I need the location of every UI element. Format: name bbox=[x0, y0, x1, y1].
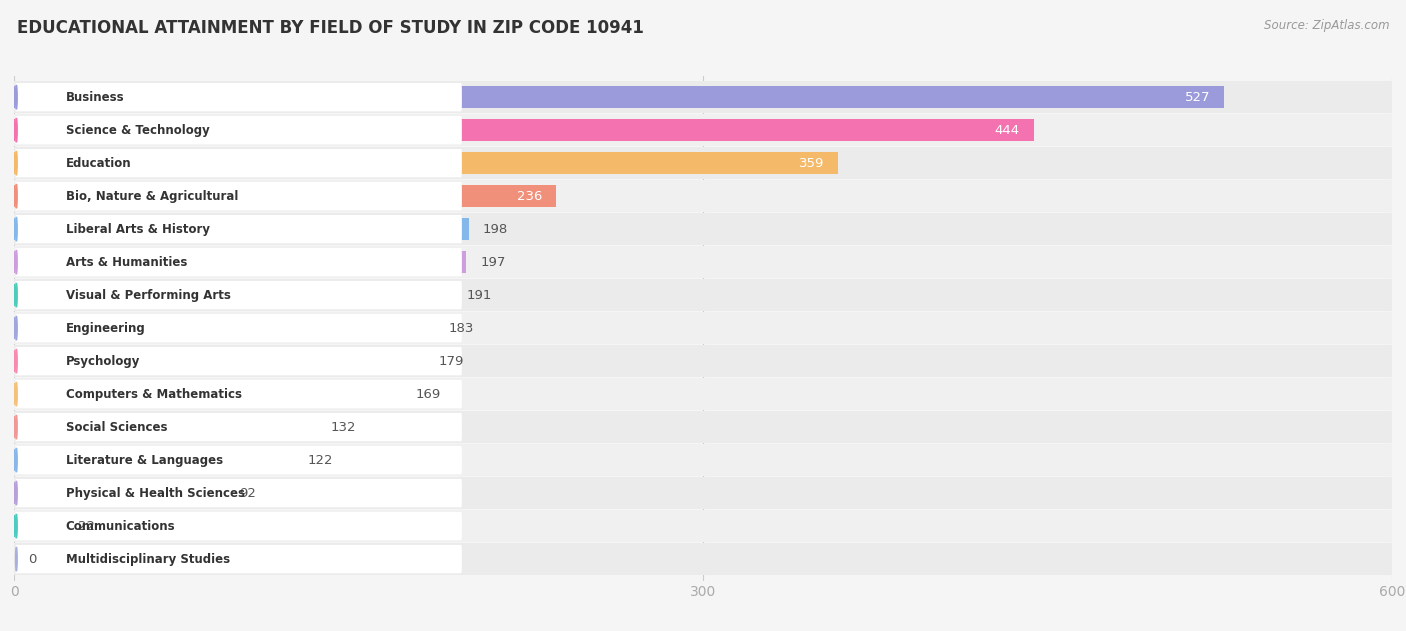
Text: 191: 191 bbox=[467, 288, 492, 302]
Circle shape bbox=[15, 547, 17, 571]
Circle shape bbox=[15, 217, 17, 241]
Bar bbox=[14, 147, 1392, 179]
Bar bbox=[14, 317, 434, 339]
Bar bbox=[14, 543, 1392, 575]
Bar bbox=[14, 444, 1392, 476]
Text: Bio, Nature & Agricultural: Bio, Nature & Agricultural bbox=[66, 190, 238, 203]
Text: Engineering: Engineering bbox=[66, 322, 145, 334]
Circle shape bbox=[15, 514, 17, 538]
Text: 527: 527 bbox=[1185, 91, 1211, 103]
Circle shape bbox=[15, 316, 17, 340]
Bar bbox=[14, 86, 1225, 109]
Circle shape bbox=[15, 151, 17, 175]
Text: Arts & Humanities: Arts & Humanities bbox=[66, 256, 187, 269]
Bar bbox=[14, 251, 467, 273]
Circle shape bbox=[15, 250, 17, 274]
Circle shape bbox=[15, 481, 17, 505]
Text: 179: 179 bbox=[439, 355, 464, 368]
Text: 22: 22 bbox=[79, 519, 96, 533]
Circle shape bbox=[15, 415, 17, 439]
Text: Literature & Languages: Literature & Languages bbox=[66, 454, 224, 466]
Text: 359: 359 bbox=[800, 156, 825, 170]
Text: Social Sciences: Social Sciences bbox=[66, 421, 167, 433]
Bar bbox=[14, 218, 468, 240]
FancyBboxPatch shape bbox=[15, 83, 463, 111]
Bar bbox=[14, 246, 1392, 278]
Text: 0: 0 bbox=[28, 553, 37, 565]
Text: Science & Technology: Science & Technology bbox=[66, 124, 209, 137]
Bar bbox=[14, 350, 425, 372]
FancyBboxPatch shape bbox=[15, 446, 463, 475]
Bar bbox=[14, 515, 65, 538]
Text: 92: 92 bbox=[239, 487, 256, 500]
Text: 236: 236 bbox=[517, 190, 543, 203]
FancyBboxPatch shape bbox=[15, 380, 463, 408]
FancyBboxPatch shape bbox=[15, 215, 463, 244]
Bar bbox=[14, 482, 225, 504]
Bar bbox=[14, 284, 453, 306]
FancyBboxPatch shape bbox=[15, 347, 463, 375]
Bar bbox=[14, 185, 555, 208]
Text: 183: 183 bbox=[449, 322, 474, 334]
Bar bbox=[14, 383, 402, 405]
FancyBboxPatch shape bbox=[15, 314, 463, 342]
Bar bbox=[14, 477, 1392, 509]
Text: 169: 169 bbox=[416, 387, 441, 401]
Bar bbox=[14, 114, 1392, 146]
Bar bbox=[14, 279, 1392, 311]
FancyBboxPatch shape bbox=[15, 413, 463, 441]
Text: Physical & Health Sciences: Physical & Health Sciences bbox=[66, 487, 245, 500]
Bar bbox=[14, 378, 1392, 410]
Bar bbox=[14, 213, 1392, 245]
Text: Psychology: Psychology bbox=[66, 355, 141, 368]
Bar bbox=[14, 510, 1392, 542]
Text: 197: 197 bbox=[481, 256, 506, 269]
Circle shape bbox=[15, 118, 17, 142]
Bar bbox=[14, 411, 1392, 443]
FancyBboxPatch shape bbox=[15, 281, 463, 309]
Bar bbox=[14, 345, 1392, 377]
Bar bbox=[14, 81, 1392, 114]
Text: Multidisciplinary Studies: Multidisciplinary Studies bbox=[66, 553, 229, 565]
Bar bbox=[14, 152, 838, 174]
Text: EDUCATIONAL ATTAINMENT BY FIELD OF STUDY IN ZIP CODE 10941: EDUCATIONAL ATTAINMENT BY FIELD OF STUDY… bbox=[17, 19, 644, 37]
Text: Visual & Performing Arts: Visual & Performing Arts bbox=[66, 288, 231, 302]
Text: Computers & Mathematics: Computers & Mathematics bbox=[66, 387, 242, 401]
Text: 444: 444 bbox=[995, 124, 1019, 137]
Bar bbox=[14, 416, 318, 439]
Circle shape bbox=[15, 184, 17, 208]
Bar bbox=[14, 449, 294, 471]
Circle shape bbox=[15, 283, 17, 307]
Bar bbox=[14, 312, 1392, 345]
Text: Communications: Communications bbox=[66, 519, 176, 533]
FancyBboxPatch shape bbox=[15, 545, 463, 573]
Text: Liberal Arts & History: Liberal Arts & History bbox=[66, 223, 209, 235]
FancyBboxPatch shape bbox=[15, 149, 463, 177]
FancyBboxPatch shape bbox=[15, 479, 463, 507]
Text: Source: ZipAtlas.com: Source: ZipAtlas.com bbox=[1264, 19, 1389, 32]
FancyBboxPatch shape bbox=[15, 248, 463, 276]
Text: Business: Business bbox=[66, 91, 124, 103]
FancyBboxPatch shape bbox=[15, 116, 463, 144]
Bar bbox=[14, 119, 1033, 141]
Text: Education: Education bbox=[66, 156, 131, 170]
Text: 198: 198 bbox=[482, 223, 508, 235]
Text: 122: 122 bbox=[308, 454, 333, 466]
Circle shape bbox=[15, 85, 17, 109]
Circle shape bbox=[15, 382, 17, 406]
FancyBboxPatch shape bbox=[15, 512, 463, 540]
FancyBboxPatch shape bbox=[15, 182, 463, 210]
Text: 132: 132 bbox=[330, 421, 357, 433]
Circle shape bbox=[15, 349, 17, 373]
Circle shape bbox=[15, 448, 17, 472]
Bar bbox=[14, 180, 1392, 212]
